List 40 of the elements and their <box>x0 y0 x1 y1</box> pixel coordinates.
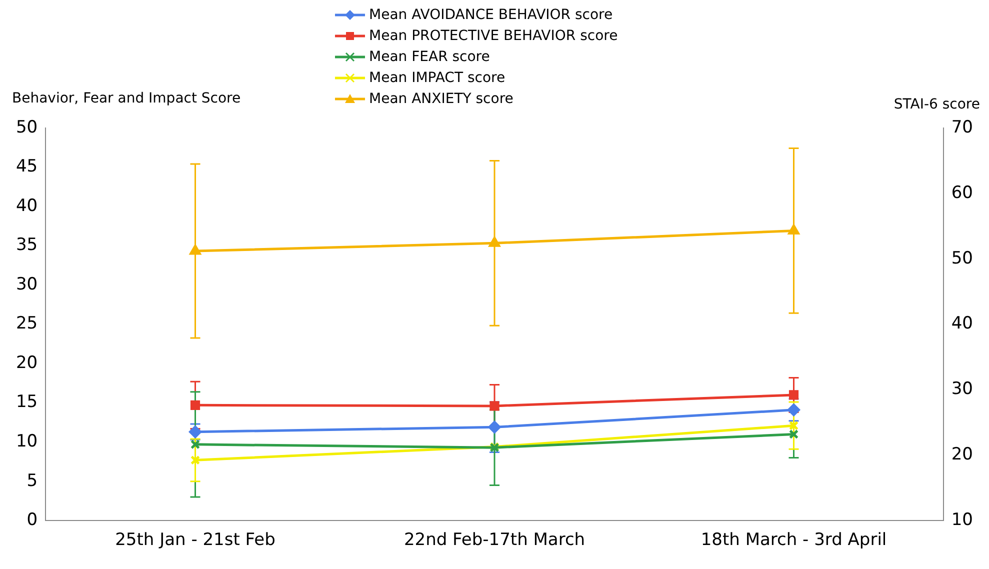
legend-label: Mean FEAR score <box>369 48 490 64</box>
point <box>190 440 200 450</box>
point <box>190 455 200 465</box>
y-tick-label: 45 <box>16 156 38 177</box>
y2-tick-label: 50 <box>951 248 974 268</box>
point <box>488 420 501 434</box>
point <box>788 224 800 234</box>
legend-label: Mean IMPACT score <box>369 70 506 86</box>
y-tick-label: 35 <box>16 235 38 256</box>
y-tick-label: 25 <box>16 314 38 334</box>
y-tick-label: 50 <box>16 117 38 138</box>
point <box>787 404 800 416</box>
y-tick-label: 0 <box>26 510 38 530</box>
point <box>488 236 500 247</box>
y2-tick-label: 10 <box>951 510 974 530</box>
y2-tick-label: 70 <box>951 117 974 138</box>
y-tick-label: 20 <box>16 352 38 373</box>
y2-axis-title: STAI-6 score <box>894 96 980 113</box>
legend-label: Mean PROTECTIVE BEHAVIOR score <box>369 28 618 44</box>
x-tick-label: 18th March - 3rd April <box>700 530 887 550</box>
y2-tick-label: 40 <box>951 314 974 334</box>
point <box>490 401 500 411</box>
legend-label: Mean ANXIETY score <box>369 90 514 106</box>
y-tick-label: 15 <box>16 392 38 412</box>
y-tick-label: 30 <box>16 274 38 294</box>
x-tick-label: 22nd Feb-17th March <box>404 530 586 550</box>
y2-tick-label: 60 <box>951 182 974 203</box>
y-axis-title: Behavior, Fear and Impact Score <box>12 90 241 107</box>
point <box>788 429 799 440</box>
y-tick-label: 40 <box>16 196 38 216</box>
y-tick-label: 5 <box>26 470 38 491</box>
legend-label: Mean AVOIDANCE BEHAVIOR score <box>369 6 613 22</box>
point <box>788 420 799 430</box>
point <box>190 244 201 255</box>
point <box>788 390 799 400</box>
y2-tick-label: 30 <box>951 379 974 400</box>
y-tick-label: 10 <box>16 432 38 452</box>
point <box>190 400 200 410</box>
x-tick-label: 25th Jan - 21st Feb <box>115 530 276 550</box>
y2-tick-label: 20 <box>951 444 974 465</box>
